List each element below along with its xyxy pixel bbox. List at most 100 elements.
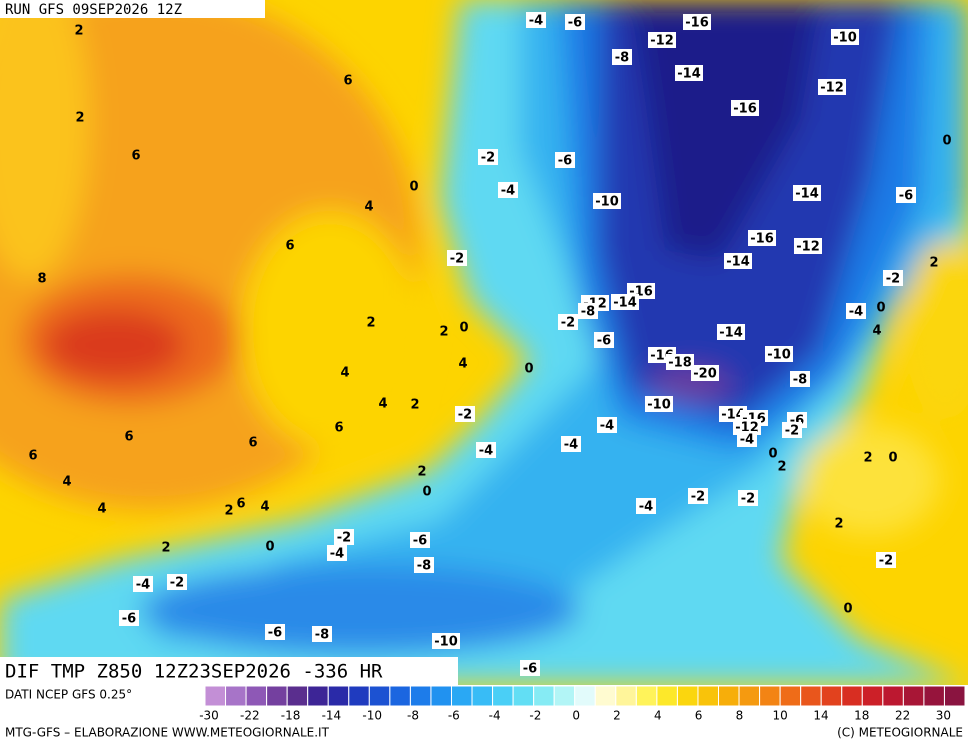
colorbar-swatch (841, 685, 863, 707)
colorbar-label: -2 (529, 709, 541, 723)
contour-label: -10 (767, 348, 791, 363)
colorbar-swatch (759, 685, 781, 707)
contour-label-box (578, 303, 598, 319)
contour-label: -4 (639, 500, 653, 515)
contour-label: -10 (647, 398, 671, 413)
contour-label-box (558, 314, 578, 330)
colorbar-swatch (409, 685, 432, 707)
contour-label: 0 (422, 485, 431, 500)
source: DATI NCEP GFS 0.25° (5, 688, 132, 702)
colorbar-label: -8 (407, 709, 419, 723)
contour-label: -4 (529, 14, 543, 29)
contour-label: -10 (434, 635, 458, 650)
contour-label-box (478, 149, 498, 165)
colorbar-swatch (430, 685, 452, 707)
contour-label-box (447, 250, 467, 266)
contour-label: -12 (796, 240, 820, 255)
contour-label-box (666, 354, 694, 370)
contour-label: -14 (721, 408, 745, 423)
contour-label: 2 (834, 517, 843, 532)
contour-label-box (765, 346, 793, 362)
contour-label-box (555, 152, 575, 168)
colorbar-swatch (820, 685, 843, 707)
colorbar-swatch (594, 685, 617, 707)
colorbar-label: -30 (199, 709, 219, 723)
contour-label: 4 (458, 357, 467, 372)
contour-label: -4 (564, 438, 578, 453)
colorbar-swatch (738, 685, 761, 707)
contour-label: 2 (863, 451, 872, 466)
contour-label: -2 (458, 408, 472, 423)
colorbar-label: 18 (854, 709, 869, 723)
contour-label: -4 (479, 444, 493, 459)
credit-right: (C) METEOGIORNALE (837, 726, 963, 740)
contour-label: 0 (265, 540, 274, 555)
contour-label-box (561, 436, 581, 452)
contour-label-box (455, 406, 475, 422)
contour-label-box (133, 576, 153, 592)
contour-label-box (565, 14, 585, 30)
contour-label-box (414, 557, 434, 573)
contour-label: -8 (315, 628, 329, 643)
contour-label: -2 (481, 151, 495, 166)
contour-label-box (594, 332, 614, 348)
colorbar-swatch (471, 685, 494, 707)
contour-label-box (818, 79, 846, 95)
colorbar-swatch (656, 685, 678, 707)
colorbar-swatch (533, 685, 555, 707)
temperature-field (0, 0, 968, 685)
colorbar-swatch (204, 685, 227, 707)
colorbar-swatch (553, 685, 576, 707)
colorbar-label: -14 (322, 709, 342, 723)
contour-label: -16 (685, 16, 709, 31)
contour-label: 0 (942, 134, 951, 149)
colorbar-label: -6 (448, 709, 460, 723)
contour-label: -6 (558, 154, 572, 169)
title-box (0, 657, 458, 685)
contour-label-box (410, 532, 430, 548)
contour-label: -2 (886, 272, 900, 287)
colorbar-swatch (902, 685, 925, 707)
colorbar-swatch (676, 685, 699, 707)
contour-label: 8 (37, 272, 46, 287)
contour-label: 2 (777, 460, 786, 475)
contour-label: 0 (888, 451, 897, 466)
contour-label: 6 (131, 149, 140, 164)
contour-label-box (790, 371, 810, 387)
contour-label-box (327, 545, 347, 561)
contour-label: -8 (793, 373, 807, 388)
colorbar-label: 6 (695, 709, 703, 723)
contour-label-box (691, 365, 719, 381)
contour-label-box (636, 498, 656, 514)
colorbar-label: 4 (654, 709, 662, 723)
colorbar-swatch (512, 685, 535, 707)
contour-label: 0 (768, 447, 777, 462)
colorbar-label: -10 (362, 709, 382, 723)
contour-label: -2 (691, 490, 705, 505)
contour-label-box (498, 182, 518, 198)
colorbar-swatch (450, 685, 473, 707)
colorbar-swatch (492, 685, 514, 707)
contour-label-box (312, 626, 332, 642)
contour-label-box (645, 396, 673, 412)
contour-label-box (896, 187, 916, 203)
colorbar-swatch (574, 685, 596, 707)
colorbar-swatch (266, 685, 288, 707)
colorbar-label: -18 (281, 709, 301, 723)
contour-label-box (675, 65, 703, 81)
contour-label: 0 (876, 301, 885, 316)
colorbar-label: -22 (240, 709, 260, 723)
contour-label: 4 (340, 366, 349, 381)
colorbar-swatch (615, 685, 637, 707)
contour-label: 6 (248, 436, 257, 451)
contour-label: -6 (597, 334, 611, 349)
contour-label: -14 (719, 326, 743, 341)
colorbar-swatch (225, 685, 247, 707)
contour-label: -14 (795, 187, 819, 202)
colorbar-swatch (368, 685, 391, 707)
contour-label-box (119, 610, 139, 626)
contour-label-box (593, 193, 621, 209)
colorbar-swatch (800, 685, 822, 707)
